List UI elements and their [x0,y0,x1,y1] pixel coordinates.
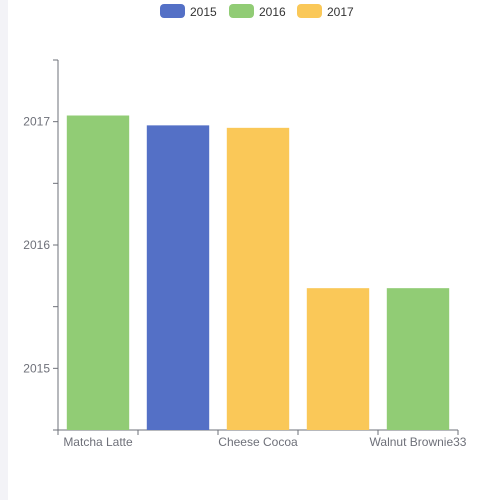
legend-label-2015: 2015 [190,5,217,19]
x-tick-label: Cheese Cocoa [218,435,298,449]
legend-item-2016[interactable]: 2016 [229,4,286,19]
legend-label-2016: 2016 [259,5,286,19]
legend-item-2015[interactable]: 2015 [160,4,217,19]
bars [66,115,450,431]
bar-2017[interactable] [226,127,290,430]
y-tick-label: 2017 [23,115,50,129]
legend-swatch-2017 [297,4,322,18]
legend-swatch-2015 [160,4,185,18]
bar-2015[interactable] [146,125,210,430]
bar-2016[interactable] [66,115,130,431]
x-tick-label: Walnut Brownie33 [370,435,467,449]
y-tick-label: 2015 [23,361,50,375]
x-tick-label: Matcha Latte [63,435,133,449]
y-tick-label: 2016 [23,238,50,252]
legend-item-2017[interactable]: 2017 [297,4,354,19]
legend-label-2017: 2017 [327,5,354,19]
legend-swatch-2016 [229,4,254,18]
bar-2016[interactable] [386,288,450,430]
legend: 2015 2016 2017 [160,4,354,19]
bar-2017[interactable] [306,288,370,430]
